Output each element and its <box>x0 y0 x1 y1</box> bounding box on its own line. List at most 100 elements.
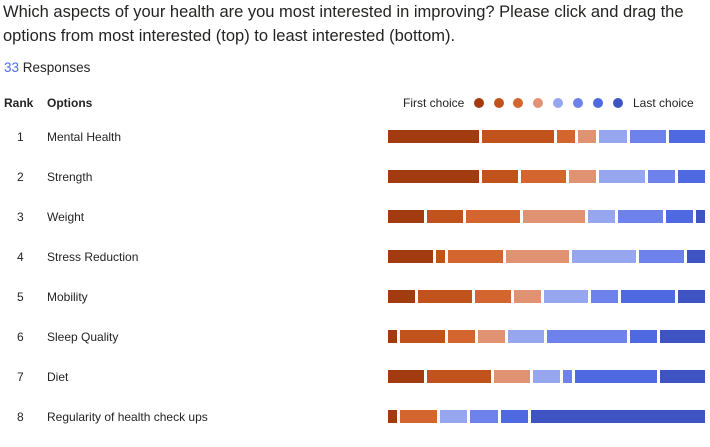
option-label: Mental Health <box>47 130 122 144</box>
ranking-row: 6 Sleep Quality <box>0 317 710 357</box>
bar-segment-choice-2 <box>481 170 518 183</box>
bar-segment-choice-5 <box>543 290 589 303</box>
stacked-bar <box>388 330 705 343</box>
bar-segment-choice-3 <box>465 210 520 223</box>
bar-segment-choice-2 <box>426 210 463 223</box>
bar-segment-choice-1 <box>388 170 479 183</box>
bar-segment-choice-6 <box>546 330 628 343</box>
bar-segment-choice-6 <box>647 170 675 183</box>
ranking-row: 8 Regularity of health check ups <box>0 397 710 437</box>
bar-segment-choice-8 <box>696 210 705 223</box>
rank-number: 2 <box>17 170 24 184</box>
bar-segment-choice-1 <box>388 250 434 263</box>
stacked-bar <box>388 210 705 223</box>
option-label: Mobility <box>47 290 88 304</box>
bar-segment-choice-8 <box>660 330 705 343</box>
stacked-bar <box>388 290 705 303</box>
response-summary: 33 Responses <box>4 60 90 75</box>
bar-segment-choice-8 <box>678 290 705 303</box>
bar-segment-choice-6 <box>591 290 619 303</box>
bar-segment-choice-4 <box>477 330 505 343</box>
bar-segment-choice-5 <box>588 210 616 223</box>
bar-segment-choice-5 <box>507 330 544 343</box>
bar-segment-choice-5 <box>439 410 468 423</box>
legend-first-choice: First choice <box>403 96 465 110</box>
rank-number: 8 <box>17 410 24 424</box>
rank-number: 6 <box>17 330 24 344</box>
bar-segment-choice-8 <box>659 370 705 383</box>
legend-dot <box>553 98 563 108</box>
bar-segment-choice-4 <box>578 130 597 143</box>
ranking-row: 4 Stress Reduction <box>0 237 710 277</box>
bar-segment-choice-3 <box>520 170 567 183</box>
bar-segment-choice-7 <box>630 330 658 343</box>
ranking-row: 1 Mental Health <box>0 117 710 157</box>
options-column-header: Options <box>47 96 93 110</box>
stacked-bar <box>388 170 705 183</box>
bar-segment-choice-2 <box>481 130 555 143</box>
bar-segment-choice-4 <box>505 250 570 263</box>
bar-segment-choice-6 <box>618 210 664 223</box>
bar-segment-choice-6 <box>470 410 498 423</box>
rank-number: 5 <box>17 290 24 304</box>
ranking-row: 3 Weight <box>0 197 710 237</box>
bar-segment-choice-4 <box>493 370 530 383</box>
bar-segment-choice-7 <box>668 130 705 143</box>
bar-segment-choice-3 <box>447 330 475 343</box>
legend-dot <box>533 98 543 108</box>
option-label: Diet <box>47 370 69 384</box>
bar-segment-choice-3 <box>448 250 503 263</box>
rank-number: 1 <box>17 130 24 144</box>
legend-dot <box>474 98 484 108</box>
bar-segment-choice-7 <box>677 170 705 183</box>
bar-segment-choice-1 <box>388 330 397 343</box>
stacked-bar <box>388 410 705 423</box>
bar-segment-choice-2 <box>436 250 446 263</box>
bar-segment-choice-8 <box>531 410 705 423</box>
ranking-row: 2 Strength <box>0 157 710 197</box>
bar-segment-choice-6 <box>563 370 573 383</box>
bar-segment-choice-6 <box>638 250 684 263</box>
legend-dot <box>613 98 623 108</box>
bar-segment-choice-4 <box>522 210 586 223</box>
bar-segment-choice-1 <box>388 130 479 143</box>
bar-segment-choice-4 <box>513 290 541 303</box>
bar-segment-choice-7 <box>621 290 676 303</box>
bar-segment-choice-1 <box>388 370 425 383</box>
question-text: Which aspects of your health are you mos… <box>3 3 684 45</box>
bar-segment-choice-7 <box>500 410 529 423</box>
bar-segment-choice-7 <box>575 370 657 383</box>
legend-last-choice: Last choice <box>633 96 694 110</box>
legend-dot <box>573 98 583 108</box>
option-label: Weight <box>47 210 85 224</box>
bar-segment-choice-5 <box>532 370 561 383</box>
response-count: 33 <box>4 60 20 75</box>
bar-segment-choice-3 <box>400 410 437 423</box>
ranking-row: 7 Diet <box>0 357 710 397</box>
bar-segment-choice-3 <box>557 130 576 143</box>
bar-segment-choice-5 <box>599 130 627 143</box>
legend-dot <box>513 98 523 108</box>
bar-segment-choice-2 <box>399 330 445 343</box>
bar-segment-choice-1 <box>388 410 398 423</box>
rank-number: 4 <box>17 250 24 264</box>
bar-segment-choice-1 <box>388 290 415 303</box>
bar-segment-choice-5 <box>572 250 636 263</box>
rank-number: 7 <box>17 370 24 384</box>
option-label: Stress Reduction <box>47 250 139 264</box>
bar-segment-choice-6 <box>629 130 666 143</box>
bar-segment-choice-3 <box>474 290 511 303</box>
option-label: Strength <box>47 170 93 184</box>
ranking-row: 5 Mobility <box>0 277 710 317</box>
legend-dot <box>593 98 603 108</box>
legend-dot <box>494 98 504 108</box>
bar-segment-choice-2 <box>417 290 472 303</box>
bar-segment-choice-2 <box>427 370 491 383</box>
bar-segment-choice-8 <box>686 250 705 263</box>
bar-segment-choice-1 <box>388 210 424 223</box>
response-label: Responses <box>22 60 91 75</box>
bar-segment-choice-4 <box>569 170 597 183</box>
bar-segment-choice-7 <box>666 210 694 223</box>
stacked-bar <box>388 130 705 143</box>
rank-column-header: Rank <box>4 96 34 110</box>
